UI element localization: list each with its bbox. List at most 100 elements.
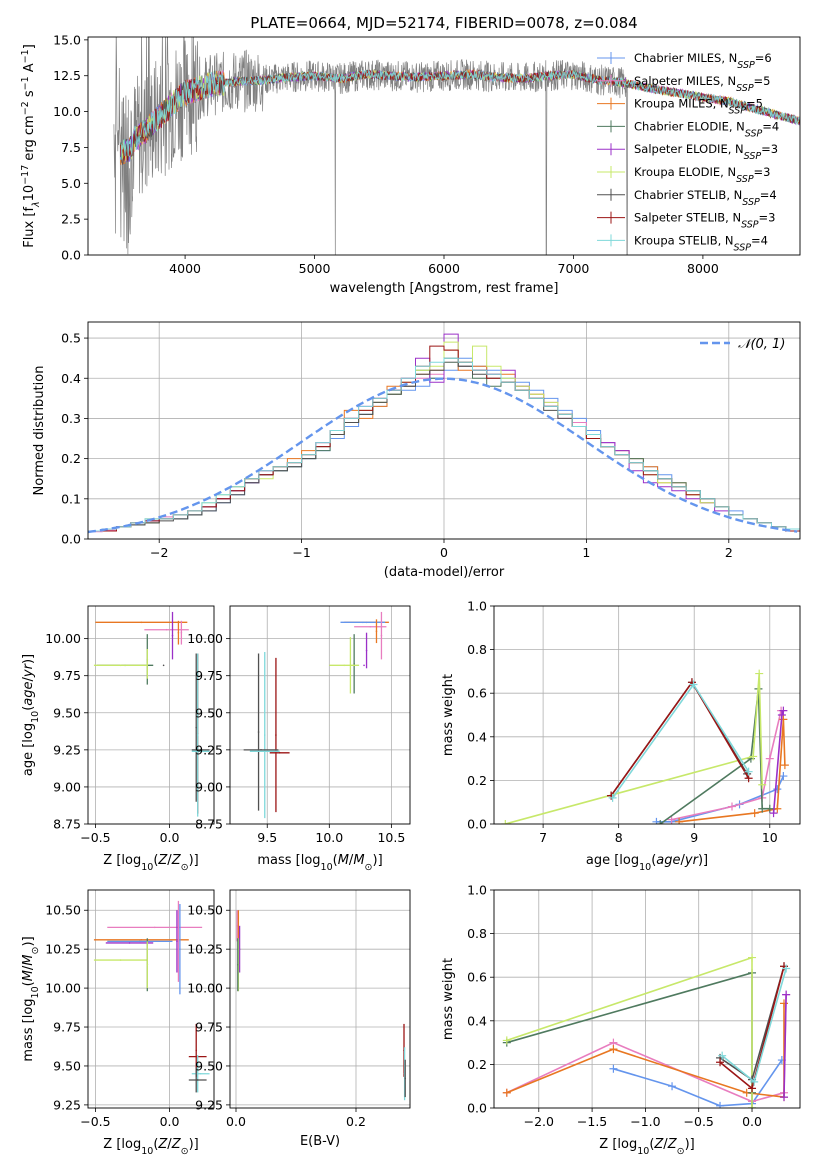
x-tick-label: 4000 xyxy=(169,261,201,276)
x-tick-label: −2.0 xyxy=(524,1114,554,1129)
x-tick-label: 0.2 xyxy=(346,1114,366,1129)
legend-entry: Salpeter ELODIE, NSSP=3 xyxy=(634,142,778,162)
y-tick-label: 0.3 xyxy=(61,411,81,426)
label-part: 10 xyxy=(141,862,153,873)
label-part: SSP xyxy=(737,60,755,71)
y-tick-label: 9.50 xyxy=(195,705,223,720)
label-part: )] xyxy=(189,1137,199,1152)
model-spectrum xyxy=(119,69,800,160)
data-point xyxy=(199,1072,202,1075)
data-point xyxy=(139,940,141,943)
plot-area xyxy=(88,333,800,534)
data-point xyxy=(199,750,202,753)
x-axis-label: Z [log10(Z/Z⊙)] xyxy=(103,853,198,873)
x-axis-label: mass [log10(M/M⊙)] xyxy=(257,853,382,873)
observed-spectrum xyxy=(113,37,629,255)
legend-entry: Chabrier STELIB, NSSP=4 xyxy=(634,188,777,208)
data-point xyxy=(353,663,355,665)
y-tick-label: 1.0 xyxy=(467,599,487,614)
label-part: 10 xyxy=(22,185,37,202)
label-part: / xyxy=(21,965,36,970)
label-part: 10 xyxy=(30,711,41,723)
label-part: a xyxy=(656,853,664,868)
mass-weight-marker xyxy=(773,785,782,794)
label-part: =4 xyxy=(760,188,777,202)
x-tick-label: −1.5 xyxy=(577,1114,607,1129)
label-part: y xyxy=(684,853,693,868)
legend-entry: Salpeter MILES, NSSP=5 xyxy=(634,74,771,94)
x-tick-label: 8000 xyxy=(687,261,719,276)
data-point xyxy=(177,631,180,634)
data-point xyxy=(375,630,378,633)
label-part: =3 xyxy=(761,142,778,156)
x-tick-label: 5000 xyxy=(299,261,331,276)
mass-weight-marker xyxy=(750,1077,759,1086)
label-part: M xyxy=(338,853,349,868)
label-part: g xyxy=(664,853,672,868)
label-part: SSP xyxy=(736,174,754,185)
axes-frame xyxy=(87,605,215,825)
axes-frame xyxy=(229,889,411,1109)
y-axis-label: Flux [fλ10−17 erg cm−2 s−1 A−1] xyxy=(20,44,42,248)
x-axis-label: wavelength [Angstrom, rest frame] xyxy=(330,281,559,296)
y-tick-label: 9.25 xyxy=(53,742,81,757)
data-point xyxy=(236,925,238,927)
label-part: 10 xyxy=(141,1146,153,1157)
x-axis-label: E(B-V) xyxy=(300,1134,340,1149)
y-tick-label: 9.25 xyxy=(53,1097,81,1112)
y-tick-label: 0.2 xyxy=(467,773,487,788)
label-part: g xyxy=(21,689,36,697)
label-part: −2 xyxy=(20,101,31,115)
normal-curve xyxy=(88,377,798,534)
label-part: r xyxy=(693,853,700,868)
data-point xyxy=(146,963,149,966)
label-part: ( xyxy=(153,853,158,868)
x-tick-label: 1 xyxy=(582,545,590,560)
mass-weight-marker xyxy=(652,817,661,824)
data-point xyxy=(195,726,198,729)
label-part: ⊙ xyxy=(181,862,189,873)
data-point xyxy=(119,959,122,961)
label-part: / xyxy=(349,853,354,868)
y-tick-label: 10.25 xyxy=(45,942,81,957)
mass-weight-marker xyxy=(782,964,791,973)
y-tick-label: 0.6 xyxy=(467,970,487,985)
legend-entry: Chabrier MILES, NSSP=6 xyxy=(634,51,772,71)
y-tick-label: 8.75 xyxy=(195,817,223,832)
y-tick-label: 12.5 xyxy=(53,68,81,83)
label-part: Z xyxy=(171,853,182,868)
label-part: ( xyxy=(21,706,36,711)
data-point xyxy=(176,940,178,943)
y-tick-label: 7.5 xyxy=(61,140,81,155)
data-point xyxy=(196,1079,199,1081)
label-part: ( xyxy=(333,853,338,868)
x-tick-label: −1.0 xyxy=(630,1114,660,1129)
x-tick-label: 10 xyxy=(762,830,778,845)
data-point xyxy=(363,664,365,667)
y-tick-label: 0.4 xyxy=(467,1013,487,1028)
label-part: y xyxy=(21,669,36,678)
x-tick-label: −0.5 xyxy=(80,830,110,845)
data-point xyxy=(257,731,260,733)
label-part: e xyxy=(673,853,681,868)
mass-weight-marker xyxy=(758,804,767,813)
mass-weight-marker xyxy=(780,1093,789,1102)
x-tick-label: 10.0 xyxy=(315,830,343,845)
data-point xyxy=(140,621,143,624)
label-part: 10 xyxy=(30,986,41,998)
label-part: s xyxy=(22,90,37,101)
y-tick-label: 9.75 xyxy=(53,668,81,683)
label-part: / xyxy=(167,1137,172,1152)
legend-entry: Chabrier ELODIE, NSSP=4 xyxy=(634,119,779,139)
label-part: e xyxy=(21,681,36,689)
mass-weight-marker xyxy=(755,669,764,678)
y-tick-label: 0.4 xyxy=(467,729,487,744)
panel-4: 9.5 10.0 10.5 8.75 9.00 9.25 9.50 9.75 10.00 mass… xyxy=(187,605,411,873)
x-tick-label: 6000 xyxy=(428,261,460,276)
panel-6: −0.5 0.0 9.25 9.50 9.75 10.00 10.25 10.50 Z [log… xyxy=(21,889,215,1157)
data-point xyxy=(238,948,241,950)
data-point xyxy=(119,664,122,667)
data-point xyxy=(171,634,174,637)
mass-weight-marker xyxy=(748,1084,757,1093)
label-part: =5 xyxy=(754,74,771,88)
